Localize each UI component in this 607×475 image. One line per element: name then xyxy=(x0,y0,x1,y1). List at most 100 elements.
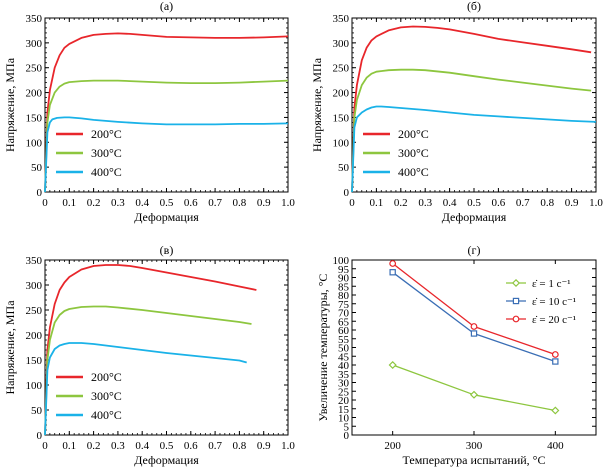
y-tick-label: 25 xyxy=(338,386,350,398)
y-tick-label: 45 xyxy=(338,351,350,363)
data-point-circle xyxy=(470,323,478,330)
plot-frame xyxy=(44,259,289,436)
legend-label: 300°C xyxy=(91,389,122,403)
x-tick-label: 0.9 xyxy=(257,197,271,209)
x-tick-label: 0.8 xyxy=(233,440,247,452)
y-axis-label: Увеличение температуры, °C xyxy=(316,274,330,422)
x-tick-label: 0.6 xyxy=(492,197,506,209)
x-tick-label: 200 xyxy=(384,440,401,452)
x-tick-label: 0.4 xyxy=(443,197,457,209)
series-line-1 xyxy=(392,364,556,412)
legend: 200°C 300°C 400°C xyxy=(363,127,429,179)
y-tick-label: 50 xyxy=(338,162,350,174)
y-tick-label: 250 xyxy=(26,305,43,317)
data-point-square xyxy=(552,358,559,365)
x-tick-label: 0.6 xyxy=(184,440,198,452)
y-axis-label: Напряжение, МПа xyxy=(3,300,17,395)
data-point-diamond xyxy=(469,390,479,399)
y-tick-label: 30 xyxy=(338,378,350,390)
x-tick-label: 300 xyxy=(466,440,483,452)
y-tick-label: 55 xyxy=(338,334,350,346)
x-tick-label: 0.6 xyxy=(184,197,198,209)
y-tick-label: 150 xyxy=(333,112,350,124)
x-tick-label: 0.3 xyxy=(111,440,125,452)
data-point-diamond xyxy=(551,406,560,415)
y-tick-label: 0 xyxy=(37,187,43,199)
series-line-2 xyxy=(351,68,592,193)
x-tick-label: 0.8 xyxy=(233,197,247,209)
legend-label: 300°C xyxy=(398,146,429,160)
x-tick-label: 0.7 xyxy=(208,197,222,209)
y-tick-label: 50 xyxy=(31,405,43,417)
y-tick-label: 200 xyxy=(333,88,350,100)
x-tick-label: 1.0 xyxy=(281,440,295,452)
y-tick-label: 65 xyxy=(338,316,350,328)
series-line-3 xyxy=(44,342,247,436)
y-tick-label: 50 xyxy=(338,343,350,355)
series-line-2 xyxy=(44,305,252,436)
x-tick-label: 0.1 xyxy=(62,440,76,452)
series-line-2 xyxy=(392,271,556,363)
panel-label: (а) xyxy=(160,0,173,13)
series-line-3 xyxy=(44,116,289,193)
legend-label: ε̇ = 20 с⁻¹ xyxy=(532,314,576,326)
data-point-diamond xyxy=(388,360,397,370)
legend: 200°C 300°C 400°C xyxy=(56,127,122,179)
y-axis-label: Напряжение, МПа xyxy=(310,57,324,152)
y-tick-label: 250 xyxy=(333,63,350,75)
series-line-3 xyxy=(351,105,597,193)
x-tick-label: 0.2 xyxy=(394,197,408,209)
x-tick-label: 0.1 xyxy=(370,197,384,209)
legend-label: ε̇ = 10 с⁻¹ xyxy=(532,296,576,308)
chart-panel-1: (а) 0 50 100 150 200 250 300 350 0 0.1 0.2 0.3 0.4 0.5… xyxy=(3,0,295,224)
x-tick-label: 0.2 xyxy=(87,197,101,209)
y-tick-label: 40 xyxy=(338,360,350,372)
x-tick-label: 0 xyxy=(42,440,48,452)
legend-label: 200°C xyxy=(91,370,122,384)
panel-label: (б) xyxy=(467,0,481,13)
x-axis-label: Деформация xyxy=(442,210,507,224)
series-line-1 xyxy=(44,264,257,436)
y-tick-label: 150 xyxy=(26,112,43,124)
x-tick-label: 0.9 xyxy=(565,197,579,209)
x-tick-label: 0.4 xyxy=(135,197,149,209)
y-tick-label: 250 xyxy=(26,63,43,75)
x-tick-label: 0.3 xyxy=(111,197,125,209)
legend-marker-diamond xyxy=(511,278,521,288)
plot-frame xyxy=(44,17,289,193)
data-point-circle xyxy=(389,260,397,267)
x-tick-label: 0.5 xyxy=(160,440,174,452)
x-tick-label: 0.5 xyxy=(160,197,174,209)
y-tick-label: 200 xyxy=(26,88,43,100)
x-tick-label: 0.7 xyxy=(516,197,530,209)
y-tick-label: 350 xyxy=(26,255,43,267)
legend: 200°C 300°C 400°C xyxy=(56,370,122,422)
panel-label: (г) xyxy=(468,243,481,257)
y-tick-label: 60 xyxy=(338,325,350,337)
chart-panel-2: (б) 0 50 100 150 200 250 300 350 0 0.1 0.2 0.3 0.4 0.5… xyxy=(310,0,603,224)
data-point-square xyxy=(389,269,396,276)
y-tick-label: 80 xyxy=(338,290,350,302)
legend-label: 400°C xyxy=(91,165,122,179)
x-tick-label: 0.2 xyxy=(87,440,101,452)
x-tick-label: 0.5 xyxy=(467,197,481,209)
y-tick-label: 20 xyxy=(338,395,350,407)
y-tick-label: 0 xyxy=(344,187,350,199)
y-tick-label: 100 xyxy=(333,255,350,267)
y-tick-label: 15 xyxy=(338,404,350,416)
x-tick-label: 400 xyxy=(547,440,564,452)
x-tick-label: 0.9 xyxy=(257,440,271,452)
legend-label: 200°C xyxy=(91,127,122,141)
data-point-square xyxy=(470,330,478,337)
x-tick-label: 0.8 xyxy=(540,197,554,209)
x-axis-label: Деформация xyxy=(134,453,199,467)
legend-label: 300°C xyxy=(91,146,122,160)
y-tick-label: 10 xyxy=(338,413,350,425)
x-axis-label: Температура испытаний, °C xyxy=(403,453,546,467)
y-tick-label: 200 xyxy=(26,330,43,342)
y-tick-label: 85 xyxy=(338,281,350,293)
y-tick-label: 75 xyxy=(338,299,350,311)
series-line-1 xyxy=(351,25,592,193)
y-tick-label: 50 xyxy=(31,162,43,174)
